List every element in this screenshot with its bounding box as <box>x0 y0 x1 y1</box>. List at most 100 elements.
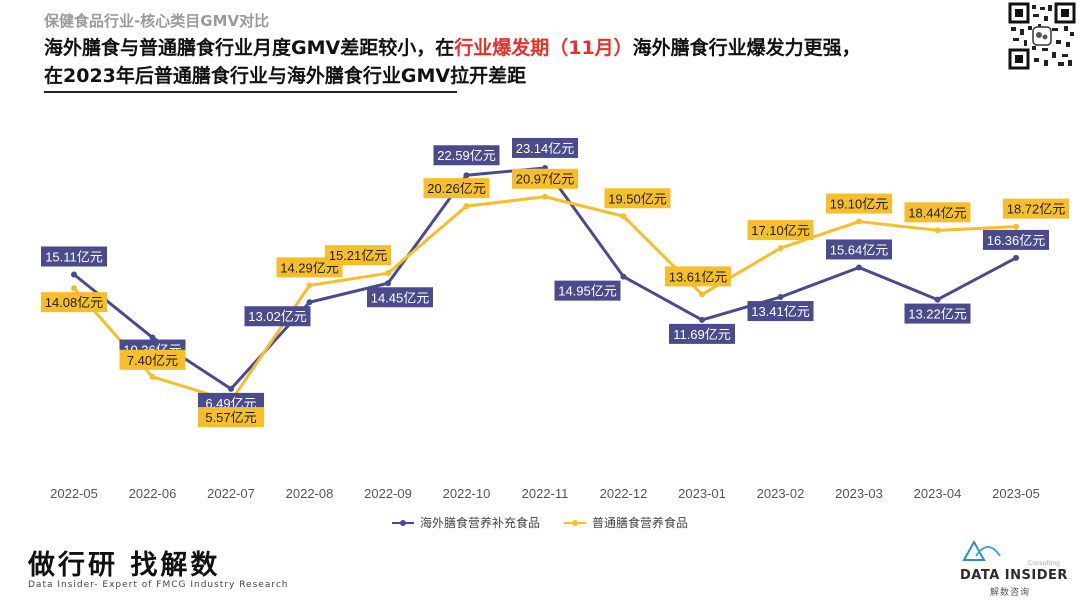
legend-item: 普通膳食营养食品 <box>564 515 688 530</box>
svg-text:20.26亿元: 20.26亿元 <box>427 181 486 196</box>
x-tick-label: 2023-03 <box>835 486 883 501</box>
svg-text:22.59亿元: 22.59亿元 <box>437 148 496 163</box>
svg-text:15.11亿元: 15.11亿元 <box>45 250 103 265</box>
data-label: 20.97亿元 <box>512 168 578 189</box>
gmv-line-chart: 2022-05 2022-06 2022-07 2022-08 2022-09 2022-… <box>41 137 1069 530</box>
data-point <box>777 294 784 301</box>
data-point <box>542 193 548 200</box>
x-tick-label: 2022-07 <box>207 486 255 501</box>
series-line-regular <box>72 195 1017 403</box>
svg-text:普通膳食营养食品: 普通膳食营养食品 <box>592 515 688 530</box>
page-title: 海外膳食与普通膳食行业月度GMV差距较小，在行业爆发期（11月）海外膳食行业爆发… <box>44 34 1004 90</box>
data-label: 17.10亿元 <box>747 220 814 241</box>
qr-code <box>1008 2 1076 70</box>
x-tick-label: 2022-11 <box>522 486 569 501</box>
logo-small-text: Consulting <box>1028 560 1060 567</box>
svg-text:5.57亿元: 5.57亿元 <box>205 410 256 425</box>
svg-text:14.45亿元: 14.45亿元 <box>371 290 430 305</box>
svg-text:14.95亿元: 14.95亿元 <box>558 284 617 299</box>
data-label: 15.21亿元 <box>325 245 391 266</box>
title-underline <box>44 91 457 93</box>
svg-text:18.44亿元: 18.44亿元 <box>908 205 967 220</box>
data-point <box>306 282 313 289</box>
data-point <box>463 172 470 179</box>
x-tick-label: 2022-12 <box>600 486 648 501</box>
svg-text:15.64亿元: 15.64亿元 <box>830 242 889 257</box>
svg-text:23.14亿元: 23.14亿元 <box>516 141 575 156</box>
legend-item: 海外膳食营养补充食品 <box>392 515 540 530</box>
svg-text:13.61亿元: 13.61亿元 <box>669 269 728 284</box>
svg-text:20.97亿元: 20.97亿元 <box>516 172 575 187</box>
title-part-1: 海外膳食与普通膳食行业月度GMV差距较小，在 <box>44 37 455 59</box>
x-tick-label: 2022-10 <box>443 486 491 501</box>
data-point <box>699 316 705 323</box>
data-point <box>777 245 784 252</box>
svg-text:13.22亿元: 13.22亿元 <box>908 307 967 322</box>
logo-name: DATA INSIDER <box>960 568 1068 583</box>
data-label: 19.50亿元 <box>604 188 671 209</box>
data-insider-logo <box>962 539 1001 561</box>
data-point <box>306 299 313 306</box>
data-label: 14.45亿元 <box>367 287 433 308</box>
svg-text:18.72亿元: 18.72亿元 <box>1007 202 1066 217</box>
data-label: 20.26亿元 <box>423 178 490 199</box>
data-label: 22.59亿元 <box>433 145 500 166</box>
brand-slogan: 做行研 找解数 <box>28 550 221 581</box>
svg-text:14.08亿元: 14.08亿元 <box>45 295 104 310</box>
data-label: 19.10亿元 <box>826 193 892 214</box>
x-tick-label: 2023-01 <box>678 486 726 501</box>
data-point <box>934 227 941 234</box>
x-tick-label: 2023-05 <box>992 486 1040 501</box>
title-part-2: 海外膳食行业爆发力更强， <box>632 37 861 59</box>
svg-text:7.40亿元: 7.40亿元 <box>127 353 178 368</box>
data-label: 23.14亿元 <box>512 137 578 158</box>
svg-text:13.41亿元: 13.41亿元 <box>751 304 810 319</box>
data-point <box>1013 254 1019 261</box>
title-highlight: 行业爆发期（11月） <box>454 37 633 59</box>
data-label: 13.22亿元 <box>904 303 971 324</box>
data-label: 11.69亿元 <box>669 323 735 344</box>
data-point <box>228 385 234 392</box>
section-subtitle: 保健食品行业-核心类目GMV对比 <box>44 12 270 30</box>
data-label: 13.61亿元 <box>665 266 731 287</box>
data-label: 15.64亿元 <box>826 239 892 260</box>
svg-text:19.50亿元: 19.50亿元 <box>608 191 667 206</box>
data-point <box>149 373 156 380</box>
data-point <box>71 285 77 292</box>
x-tick-label: 2023-02 <box>757 486 805 501</box>
data-point <box>149 334 156 341</box>
data-point <box>463 203 470 210</box>
data-point <box>620 213 627 220</box>
data-point <box>385 280 391 287</box>
data-label: 13.02亿元 <box>244 306 311 327</box>
data-point <box>620 273 627 280</box>
data-point <box>71 271 77 278</box>
data-label: 13.41亿元 <box>747 301 814 322</box>
brand-tagline: Data Insider- Expert of FMCG Industry Re… <box>28 580 289 590</box>
data-label: 14.95亿元 <box>554 280 621 301</box>
data-label: 5.57亿元 <box>198 407 264 428</box>
data-label: 7.40亿元 <box>119 349 186 370</box>
svg-text:17.10亿元: 17.10亿元 <box>751 223 810 238</box>
svg-text:11.69亿元: 11.69亿元 <box>673 327 731 342</box>
x-tick-label: 2022-09 <box>364 486 412 501</box>
data-label: 18.72亿元 <box>1003 198 1069 219</box>
data-point <box>856 264 862 271</box>
x-tick-label: 2022-05 <box>50 486 98 501</box>
x-tick-label: 2022-08 <box>286 486 334 501</box>
svg-text:13.02亿元: 13.02亿元 <box>248 309 307 324</box>
data-point <box>1013 223 1019 230</box>
title-line-2: 在2023年后普通膳食行业与海外膳食行业GMV拉开差距 <box>44 65 527 87</box>
svg-text:海外膳食营养补充食品: 海外膳食营养补充食品 <box>420 515 540 530</box>
x-tick-label: 2022-06 <box>129 486 177 501</box>
data-point <box>856 218 862 225</box>
data-label: 15.11亿元 <box>41 246 107 267</box>
data-label: 14.08亿元 <box>41 292 107 313</box>
x-tick-label: 2023-04 <box>914 486 962 501</box>
data-label: 18.44亿元 <box>904 202 971 223</box>
data-point <box>385 270 391 277</box>
svg-text:19.10亿元: 19.10亿元 <box>830 197 889 212</box>
data-point <box>699 291 705 298</box>
svg-text:14.29亿元: 14.29亿元 <box>280 260 339 275</box>
data-label: 16.36亿元 <box>983 229 1049 250</box>
